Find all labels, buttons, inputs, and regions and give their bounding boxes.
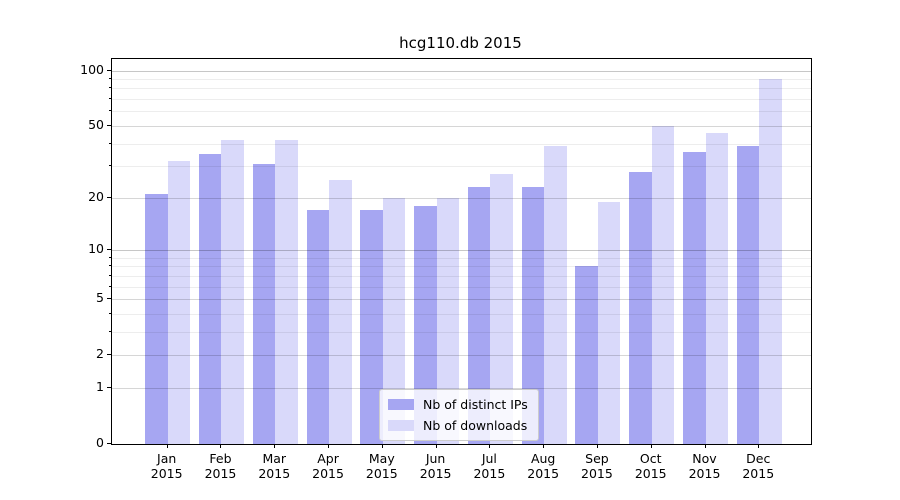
x-tick-mark: [220, 444, 222, 448]
chart-title: hcg110.db 2015: [399, 34, 522, 52]
legend-swatch: [388, 420, 414, 431]
y-minor-tick-mark: [109, 78, 111, 80]
bar-ips-nov: [683, 151, 706, 444]
y-tick-label: 5: [96, 290, 104, 306]
bar-ips-feb: [198, 154, 222, 444]
y-tick-label: 50: [88, 116, 104, 132]
y-minor-tick-mark: [109, 256, 111, 258]
y-tick-label: 0: [96, 435, 104, 450]
x-tick-mark: [274, 444, 276, 448]
y-tick-mark: [107, 354, 111, 356]
bar-ips-sep: [575, 266, 598, 444]
x-tick-mark: [543, 444, 545, 448]
y-minor-tick-mark: [109, 312, 111, 314]
bar-downloads-jul: [490, 174, 513, 444]
x-tick-label: Oct 2015: [634, 451, 667, 481]
y-minor-tick-mark: [109, 285, 111, 287]
y-minor-tick-mark: [109, 330, 111, 332]
x-tick-mark: [381, 444, 383, 448]
bar-downloads-apr: [329, 180, 352, 444]
bar-ips-mar: [252, 163, 276, 444]
y-tick-mark: [107, 124, 111, 126]
y-tick-label: 1: [96, 378, 104, 394]
bar-downloads-jan: [167, 161, 191, 444]
y-minor-tick-mark: [109, 274, 111, 276]
legend-swatch: [388, 399, 414, 410]
x-tick-mark: [758, 444, 760, 448]
y-tick-mark: [107, 386, 111, 388]
y-tick-mark: [107, 298, 111, 300]
x-tick-label: Jul 2015: [473, 451, 506, 481]
bar-downloads-oct: [651, 125, 675, 444]
x-tick-mark: [166, 444, 168, 448]
x-tick-label: Aug 2015: [527, 451, 560, 481]
bar-ips-jan: [145, 193, 168, 444]
bar-downloads-mar: [275, 139, 298, 444]
bar-downloads-nov: [705, 132, 728, 444]
x-tick-mark: [489, 444, 491, 448]
x-tick-label: Jun 2015: [419, 451, 452, 481]
bar-downloads-feb: [221, 139, 244, 444]
bar-ips-oct: [629, 171, 652, 444]
bar-downloads-may: [382, 197, 406, 444]
x-tick-mark: [596, 444, 598, 448]
y-tick-label: 2: [96, 346, 104, 362]
x-tick-label: Dec 2015: [742, 451, 775, 481]
x-tick-label: Feb 2015: [204, 451, 237, 481]
y-minor-tick-mark: [109, 165, 111, 167]
x-tick-mark: [435, 444, 437, 448]
y-tick-label: 100: [80, 61, 104, 77]
bar-ips-jun: [414, 205, 437, 444]
bar-ips-dec: [736, 145, 760, 444]
legend-label: Nb of downloads: [423, 418, 528, 433]
bar-ips-may: [360, 210, 383, 444]
y-tick-mark: [107, 196, 111, 198]
y-tick-mark: [107, 248, 111, 250]
x-tick-mark: [328, 444, 330, 448]
x-tick-label: Nov 2015: [688, 451, 721, 481]
bar-ips-apr: [306, 210, 330, 444]
y-tick-mark: [107, 69, 111, 71]
bar-downloads-sep: [597, 201, 621, 444]
x-tick-label: Mar 2015: [258, 451, 291, 481]
x-tick-mark: [650, 444, 652, 448]
y-minor-tick-mark: [109, 142, 111, 144]
legend-item: Nb of distinct IPs: [388, 397, 528, 412]
bars-layer: [112, 59, 811, 444]
y-tick-label: 20: [88, 188, 104, 204]
bar-ips-jul: [467, 186, 491, 444]
x-tick-label: Apr 2015: [312, 451, 344, 481]
bar-downloads-dec: [759, 79, 782, 444]
plot-area: [111, 58, 812, 445]
x-tick-mark: [704, 444, 706, 448]
bar-downloads-aug: [544, 145, 567, 444]
bar-downloads-jun: [436, 197, 460, 444]
y-tick-label: 10: [88, 240, 104, 256]
y-minor-tick-mark: [109, 87, 111, 89]
y-minor-tick-mark: [109, 98, 111, 100]
x-tick-label: Jan 2015: [150, 451, 183, 481]
legend: Nb of distinct IPs Nb of downloads: [379, 389, 539, 441]
x-tick-label: May 2015: [365, 451, 398, 481]
legend-label: Nb of distinct IPs: [423, 397, 528, 412]
bar-ips-aug: [521, 186, 545, 444]
y-minor-tick-mark: [109, 265, 111, 267]
y-minor-tick-mark: [109, 110, 111, 112]
x-tick-label: Sep 2015: [581, 451, 613, 481]
legend-item: Nb of downloads: [388, 418, 528, 433]
y-tick-mark: [107, 443, 111, 444]
